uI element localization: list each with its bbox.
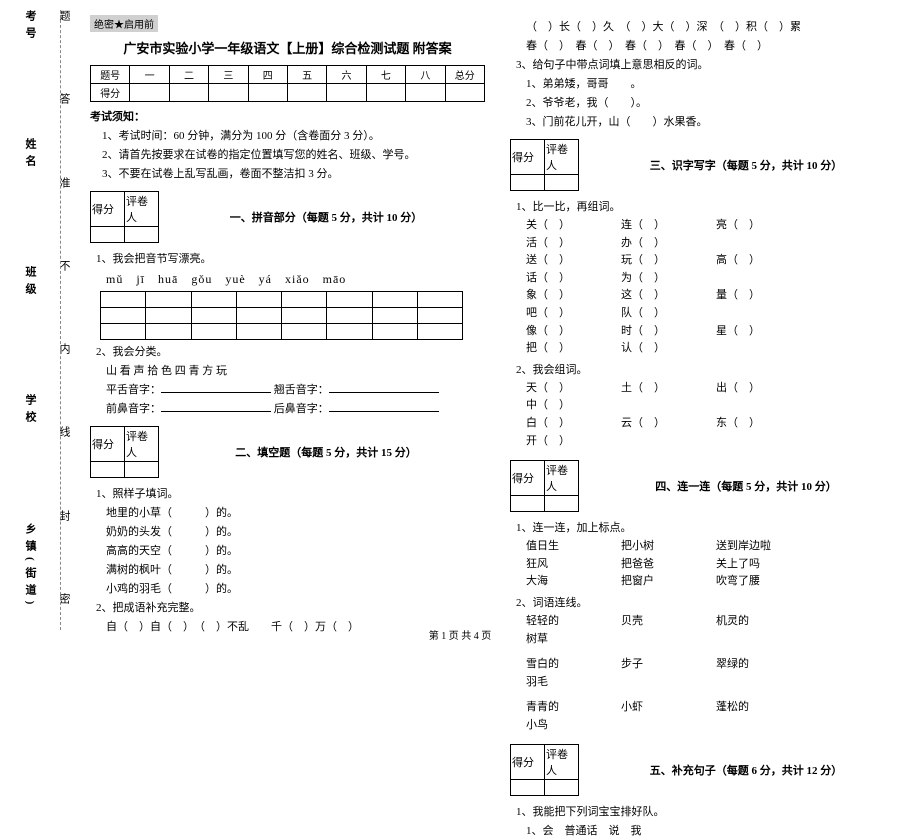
score-head: 四 bbox=[248, 66, 287, 84]
mini-score-table: 得分 评卷人 bbox=[90, 426, 159, 478]
q-text: 1、照样子填词。 bbox=[96, 485, 485, 501]
q-text: 1、比一比，再组词。 bbox=[516, 198, 905, 214]
score-table: 题号 一 二 三 四 五 六 七 八 总分 得分 bbox=[90, 65, 485, 102]
q-text: 1、连一连，加上标点。 bbox=[516, 519, 905, 535]
mini-score-table: 得分 评卷人 bbox=[510, 744, 579, 796]
fill-line: 小鸡的羽毛（ ）的。 bbox=[106, 580, 485, 596]
side-label: 班级 bbox=[22, 266, 38, 300]
seal-col: 内 bbox=[56, 343, 72, 360]
fill-label: 后鼻音字： bbox=[274, 403, 329, 415]
q-text: 1、我能把下列词宝宝排好队。 bbox=[516, 803, 905, 819]
mini-score-table: 得分 评卷人 bbox=[510, 460, 579, 512]
seal-col: 题 bbox=[56, 10, 72, 27]
fill-label: 翘舌音字： bbox=[274, 384, 329, 396]
binding-dash-line bbox=[60, 10, 61, 630]
score-row-label: 得分 bbox=[91, 84, 130, 102]
pinyin-row: mǔ jī huā gǒu yuè yá xiǎo māo bbox=[106, 270, 485, 287]
notice-item: 1、考试时间：60 分钟，满分为 100 分（含卷面分 3 分）。 bbox=[102, 127, 485, 143]
fill-line: 3、门前花儿开，山（ ）水果香。 bbox=[526, 113, 905, 129]
score-head: 五 bbox=[287, 66, 326, 84]
side-label: 学校 bbox=[22, 394, 38, 428]
score-head: 题号 bbox=[91, 66, 130, 84]
fill-line: 满树的枫叶（ ）的。 bbox=[106, 561, 485, 577]
side-label: 考号 bbox=[22, 10, 38, 44]
notice-title: 考试须知： bbox=[90, 108, 485, 124]
score-head: 七 bbox=[366, 66, 405, 84]
fill-line: 1、弟弟矮，哥哥 。 bbox=[526, 75, 905, 91]
q-text: 2、我会分类。 bbox=[96, 343, 485, 359]
mini-head: 评卷人 bbox=[545, 461, 579, 496]
seal-col: 不 bbox=[56, 260, 72, 277]
seal-col: 封 bbox=[56, 510, 72, 527]
side-label: 乡镇(街道) bbox=[22, 523, 38, 610]
fill-line: 地里的小草（ ）的。 bbox=[106, 504, 485, 520]
score-head: 二 bbox=[169, 66, 208, 84]
pinyin-grid bbox=[100, 291, 463, 340]
mini-head: 得分 bbox=[511, 745, 545, 780]
idiom-line: （ ）长（ ）久 （ ）大（ ）深 （ ）积（ ）累 bbox=[526, 18, 905, 34]
right-column: （ ）长（ ）久 （ ）大（ ）深 （ ）积（ ）累 春（ ） 春（ ） 春（ … bbox=[510, 15, 905, 620]
q-text: 2、把成语补充完整。 bbox=[96, 599, 485, 615]
mini-head: 评卷人 bbox=[545, 745, 579, 780]
fill-line: 高高的天空（ ）的。 bbox=[106, 542, 485, 558]
mini-head: 评卷人 bbox=[125, 192, 159, 227]
mini-head: 评卷人 bbox=[545, 140, 579, 175]
fill-label: 平舌音字： bbox=[106, 384, 161, 396]
mini-score-table: 得分 评卷人 bbox=[90, 191, 159, 243]
mini-head: 得分 bbox=[91, 192, 125, 227]
mini-score-table: 得分 评卷人 bbox=[510, 139, 579, 191]
fill-label: 前鼻音字： bbox=[106, 403, 161, 415]
notice-item: 3、不要在试卷上乱写乱画，卷面不整洁扣 3 分。 bbox=[102, 165, 485, 181]
score-head: 总分 bbox=[445, 66, 484, 84]
mini-head: 得分 bbox=[511, 140, 545, 175]
score-head: 八 bbox=[406, 66, 445, 84]
seal-col: 线 bbox=[56, 426, 72, 443]
mini-head: 得分 bbox=[91, 427, 125, 462]
seal-col: 答 bbox=[56, 93, 72, 110]
exam-title: 广安市实验小学一年级语文【上册】综合检测试题 附答案 bbox=[90, 38, 485, 57]
q-text: 1、会 普通话 说 我 bbox=[526, 822, 905, 838]
mini-head: 得分 bbox=[511, 461, 545, 496]
score-head: 六 bbox=[327, 66, 366, 84]
section-1-title: 一、拼音部分（每题 5 分，共计 10 分） bbox=[167, 209, 485, 225]
score-head: 一 bbox=[130, 66, 169, 84]
q-text: 2、我会组词。 bbox=[516, 361, 905, 377]
idiom-line: 春（ ） 春（ ） 春（ ） 春（ ） 春（ ） bbox=[526, 37, 905, 53]
page-footer: 第 1 页 共 4 页 bbox=[0, 627, 920, 642]
section-4-title: 四、连一连（每题 5 分，共计 10 分） bbox=[587, 478, 905, 494]
mini-head: 评卷人 bbox=[125, 427, 159, 462]
section-2-title: 二、填空题（每题 5 分，共计 15 分） bbox=[167, 444, 485, 460]
seal-col: 准 bbox=[56, 177, 72, 194]
score-head: 三 bbox=[209, 66, 248, 84]
q-text: 3、给句子中带点词填上意思相反的词。 bbox=[516, 56, 905, 72]
q-text: 山 看 声 拾 色 四 青 方 玩 bbox=[106, 362, 485, 378]
notice-item: 2、请首先按要求在试卷的指定位置填写您的姓名、班级、学号。 bbox=[102, 146, 485, 162]
section-3-title: 三、识字写字（每题 5 分，共计 10 分） bbox=[587, 157, 905, 173]
secret-seal: 绝密★启用前 bbox=[90, 15, 158, 32]
left-column: 绝密★启用前 广安市实验小学一年级语文【上册】综合检测试题 附答案 题号 一 二… bbox=[90, 15, 485, 620]
fill-line: 奶奶的头发（ ）的。 bbox=[106, 523, 485, 539]
q-text: 2、词语连线。 bbox=[516, 594, 905, 610]
section-5-title: 五、补充句子（每题 6 分，共计 12 分） bbox=[587, 762, 905, 778]
seal-col: 密 bbox=[56, 593, 72, 610]
side-label: 姓名 bbox=[22, 138, 38, 172]
fill-line: 2、爷爷老，我（ ）。 bbox=[526, 94, 905, 110]
q-text: 1、我会把音节写漂亮。 bbox=[96, 250, 485, 266]
